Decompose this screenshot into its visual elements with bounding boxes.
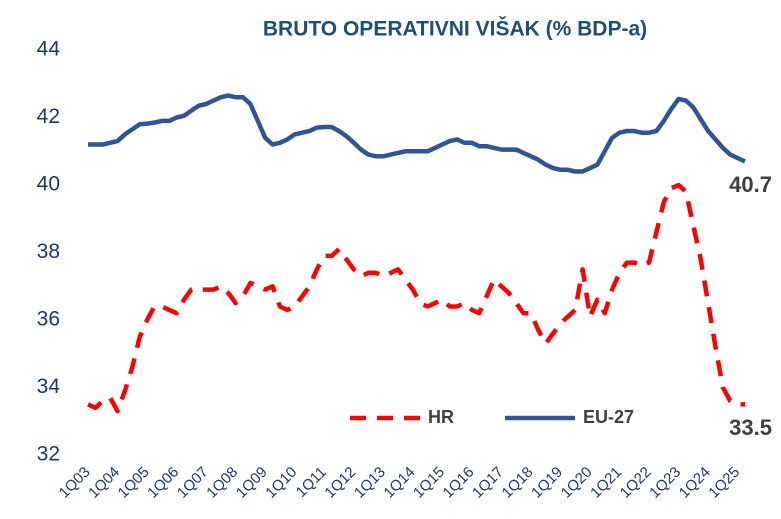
x-tick-label: 1Q05: [115, 464, 153, 502]
x-tick-label: 1Q22: [617, 464, 655, 502]
legend-label: EU-27: [583, 407, 634, 427]
x-tick-label: 1Q14: [380, 464, 418, 502]
x-tick-label: 1Q24: [676, 464, 714, 502]
x-tick-label: 1Q25: [705, 464, 743, 502]
y-tick-label: 32: [37, 443, 60, 466]
y-tick-label: 42: [37, 105, 60, 128]
x-tick-label: 1Q15: [410, 464, 448, 502]
end-label: 33.5: [729, 415, 772, 440]
x-tick-label: 1Q12: [321, 464, 359, 502]
legend-label: HR: [428, 407, 454, 427]
chart-title: BRUTO OPERATIVNI VIŠAK (% BDP-a): [263, 17, 647, 41]
y-tick-label: 36: [37, 308, 60, 331]
x-tick-label: 1Q11: [293, 464, 330, 501]
x-tick-label: 1Q06: [144, 464, 182, 502]
y-tick-label: 44: [37, 38, 61, 61]
y-tick-label: 38: [37, 240, 60, 263]
series-line: [87, 182, 745, 414]
end-label: 40.7: [729, 172, 772, 197]
x-tick-label: 1Q04: [85, 464, 123, 502]
x-tick-label: 1Q20: [558, 464, 596, 502]
series-line: [88, 93, 746, 174]
y-tick-label: 40: [37, 173, 60, 196]
x-tick-label: 1Q17: [469, 464, 507, 502]
x-tick-label: 1Q13: [351, 464, 389, 502]
x-tick-label: 1Q16: [440, 464, 478, 502]
x-tick-label: 1Q08: [203, 464, 241, 502]
x-tick-label: 1Q19: [528, 464, 566, 502]
x-tick-label: 1Q10: [262, 464, 300, 502]
x-tick-label: 1Q18: [499, 464, 537, 502]
x-tick-label: 1Q23: [646, 464, 684, 502]
x-tick-label: 1Q21: [587, 464, 625, 502]
y-tick-label: 34: [37, 375, 61, 398]
x-tick-label: 1Q09: [233, 464, 271, 502]
x-tick-label: 1Q03: [56, 464, 94, 502]
x-tick-label: 1Q07: [174, 464, 212, 502]
